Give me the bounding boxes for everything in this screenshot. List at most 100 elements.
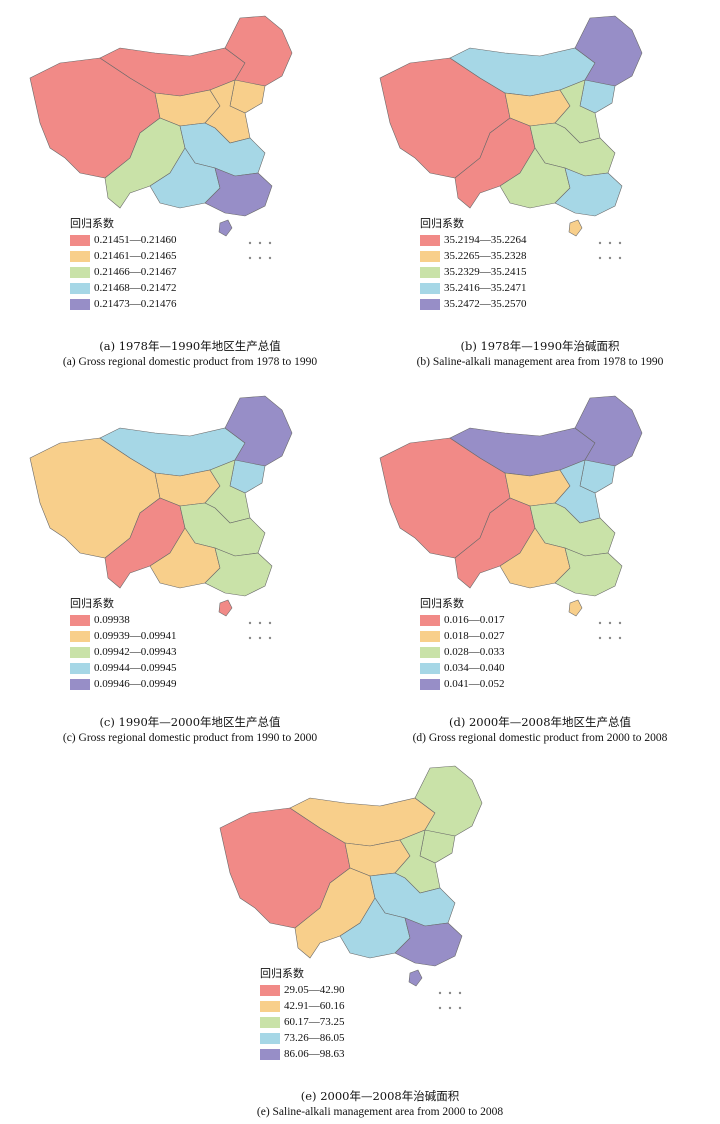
islet-dot <box>268 636 272 640</box>
caption-b: (b) 1978年—1990年治碱面积 (b) Saline-alkali ma… <box>370 338 710 370</box>
legend-row: 0.21468—0.21472 <box>70 280 177 296</box>
legend-label: 0.018—0.027 <box>444 629 505 642</box>
legend-row: 0.21451—0.21460 <box>70 232 177 248</box>
region-southeast <box>554 167 623 217</box>
legend-label: 0.016—0.017 <box>444 613 505 626</box>
legend-swatch <box>420 234 440 246</box>
islet-dot <box>248 241 252 245</box>
legend-label: 0.09942—0.09943 <box>94 645 177 658</box>
legend-label: 0.21461—0.21465 <box>94 249 177 262</box>
legend-row: 0.21466—0.21467 <box>70 264 177 280</box>
legend-swatch <box>70 234 90 246</box>
legend-row: 35.2329—35.2415 <box>420 264 527 280</box>
legend-swatch <box>260 1016 280 1028</box>
legend-swatch <box>420 298 440 310</box>
legend-row: 35.2416—35.2471 <box>420 280 527 296</box>
legend-label: 0.21473—0.21476 <box>94 297 177 310</box>
legend-row: 0.041—0.052 <box>420 676 505 692</box>
region-northeast <box>574 395 643 471</box>
legend-swatch <box>70 678 90 690</box>
islet-dot <box>268 256 272 260</box>
caption-a: (a) 1978年—1990年地区生产总值 (a) Gross regional… <box>20 338 360 370</box>
legend-label: 0.034—0.040 <box>444 661 505 674</box>
region-southeast <box>394 917 463 967</box>
legend-swatch <box>70 646 90 658</box>
legend-title: 回归系数 <box>260 967 304 980</box>
region-island <box>408 969 423 987</box>
legend-row: 0.016—0.017 <box>420 612 505 628</box>
legend-label: 42.91—60.16 <box>284 999 345 1012</box>
map-b <box>379 15 643 260</box>
legend-label: 0.028—0.033 <box>444 645 505 658</box>
islet-dot <box>598 241 602 245</box>
islet-dot <box>248 636 252 640</box>
legend-swatch <box>420 646 440 658</box>
region-southeast <box>554 547 623 597</box>
islet-dot <box>618 256 622 260</box>
panel-d: 回归系数 0.016—0.017 0.018—0.027 0.028—0.033 0.0… <box>370 388 710 748</box>
islet-dot <box>608 256 612 260</box>
region-northeast-south <box>229 459 266 494</box>
islet-dot <box>598 621 602 625</box>
legend-swatch <box>70 250 90 262</box>
caption-a-en: (a) Gross regional domestic product from… <box>62 356 318 368</box>
legend-swatch <box>70 282 90 294</box>
legend-swatch <box>260 1000 280 1012</box>
map-e <box>219 765 483 1010</box>
panel-a: 回归系数 0.21451—0.21460 0.21461—0.21465 0.2146… <box>20 8 360 368</box>
islet-dot <box>248 621 252 625</box>
region-northeast-south <box>579 459 616 494</box>
islet-dot <box>448 1006 452 1010</box>
legend-label: 0.21468—0.21472 <box>94 281 177 294</box>
panel-e: 回归系数 29.05—42.90 42.91—60.16 60.17—73.25 73.… <box>210 758 550 1124</box>
legend-swatch <box>420 614 440 626</box>
legend-row: 0.028—0.033 <box>420 644 505 660</box>
legend-label: 35.2265—35.2328 <box>444 249 527 262</box>
caption-d-cn: (d) 2000年—2008年地区生产总值 <box>448 715 632 729</box>
caption-e: (e) 2000年—2008年治碱面积 (e) Saline-alkali ma… <box>210 1088 550 1120</box>
legend-row: 29.05—42.90 <box>260 982 345 998</box>
caption-a-cn: (a) 1978年—1990年地区生产总值 <box>99 339 281 353</box>
legend-row: 0.09946—0.09949 <box>70 676 177 692</box>
legend-e: 回归系数 29.05—42.90 42.91—60.16 60.17—73.25 73.… <box>260 968 345 1062</box>
legend-swatch <box>70 662 90 674</box>
legend-c: 回归系数 0.09938 0.09939—0.09941 0.09942—0.0994… <box>70 598 177 692</box>
islet-dot <box>448 991 452 995</box>
legend-swatch <box>420 266 440 278</box>
legend-swatch <box>260 1032 280 1044</box>
islet-dot <box>598 256 602 260</box>
caption-c-cn: (c) 1990年—2000年地区生产总值 <box>99 715 281 729</box>
legend-a: 回归系数 0.21451—0.21460 0.21461—0.21465 0.2146… <box>70 218 177 312</box>
legend-title: 回归系数 <box>70 597 114 610</box>
legend-title: 回归系数 <box>420 597 464 610</box>
legend-label: 73.26—86.05 <box>284 1031 345 1044</box>
islet-dot <box>598 636 602 640</box>
legend-row: 86.06—98.63 <box>260 1046 345 1062</box>
islet-dot <box>608 636 612 640</box>
islet-dot <box>458 1006 462 1010</box>
legend-label: 0.041—0.052 <box>444 677 505 690</box>
islet-dot <box>618 241 622 245</box>
caption-b-en: (b) Saline-alkali management area from 1… <box>416 356 664 368</box>
legend-label: 35.2194—35.2264 <box>444 233 527 246</box>
islet-dot <box>248 256 252 260</box>
region-southeast <box>204 167 273 217</box>
islet-dot <box>438 991 442 995</box>
legend-swatch <box>420 282 440 294</box>
legend-label: 0.09944—0.09945 <box>94 661 177 674</box>
legend-row: 0.21473—0.21476 <box>70 296 177 312</box>
islet-dot <box>608 241 612 245</box>
legend-swatch <box>420 250 440 262</box>
region-island <box>218 219 233 237</box>
region-northeast <box>224 395 293 471</box>
legend-row: 0.018—0.027 <box>420 628 505 644</box>
legend-label: 0.09939—0.09941 <box>94 629 177 642</box>
islet-dot <box>258 241 262 245</box>
legend-row: 35.2472—35.2570 <box>420 296 527 312</box>
caption-e-en: (e) Saline-alkali management area from 2… <box>256 1106 504 1118</box>
legend-row: 0.09942—0.09943 <box>70 644 177 660</box>
map-a <box>29 15 293 260</box>
region-northeast-south <box>419 829 456 864</box>
legend-label: 0.21466—0.21467 <box>94 265 177 278</box>
region-northeast-south <box>579 79 616 114</box>
